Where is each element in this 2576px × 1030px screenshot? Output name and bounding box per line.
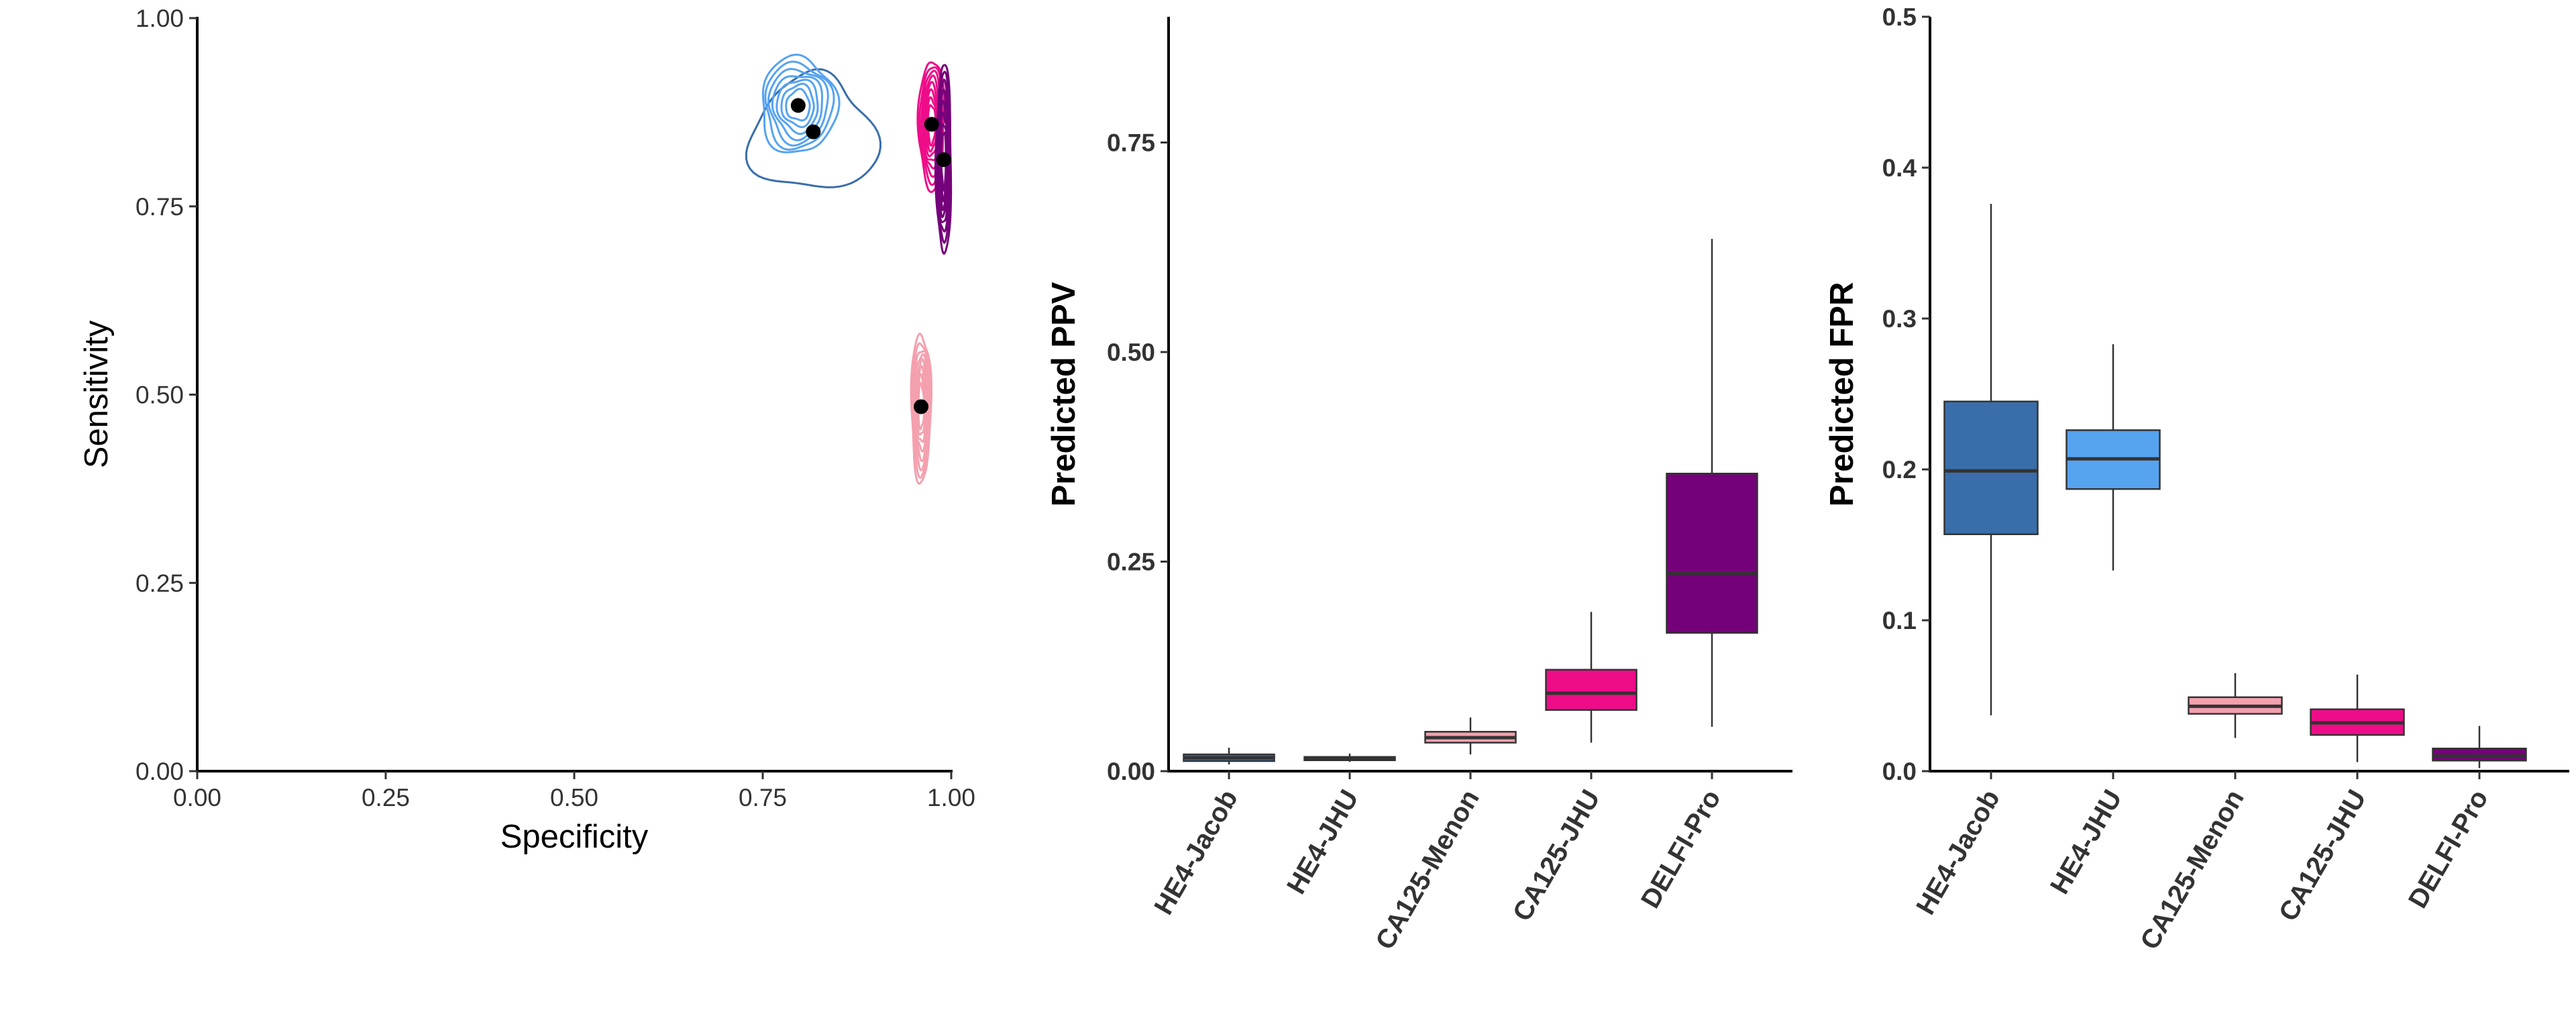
contour-ring: [934, 64, 953, 255]
x-tick-label: HE4-Jacob: [1911, 785, 2005, 920]
fpr-boxplot-panel: 0.00.10.20.30.40.5 HE4-Jacob HE4-JHU CA125…: [1824, 3, 2569, 954]
box-he4-jhu: [2065, 344, 2161, 571]
contour-ring: [785, 88, 811, 122]
contour-ring: [745, 68, 882, 188]
x-tick-label: 0.00: [173, 784, 221, 811]
x-axis-ticks: 0.00 0.25 0.50 0.75 1.00: [173, 771, 975, 811]
x-tick-label: 0.25: [362, 784, 410, 811]
density-contours: [745, 54, 953, 485]
y-tick-label: 0.00: [136, 758, 184, 785]
x-tick-label: HE4-JHU: [2045, 785, 2128, 899]
sens-spec-scatter-panel: 0.00 0.25 0.50 0.75 1.00 0.00 0.25 0.50 0.75 1.0…: [78, 5, 975, 855]
x-tick-label: CA125-JHU: [1507, 785, 1606, 927]
point-he4-jacob: [806, 124, 821, 139]
y-axis-ticks: 0.00 0.25 0.50 0.75 1.00: [136, 5, 197, 785]
x-tick-label: CA125-Menon: [1370, 785, 1485, 955]
x-tick-label: CA125-JHU: [2273, 785, 2372, 927]
y-axis-title: Sensitivity: [78, 320, 115, 468]
y-axis-title: Predicted FPR: [1824, 282, 1860, 507]
box-delfi-pro: [2432, 726, 2527, 768]
y-tick-label: 0.50: [136, 382, 184, 409]
y-tick-label: 1.00: [136, 5, 184, 32]
x-axis-title: Specificity: [500, 819, 649, 855]
y-tick-label: 0.3: [1882, 305, 1917, 333]
point-estimates: [790, 98, 951, 414]
x-tick-label: 0.50: [550, 784, 598, 811]
box-iqr: [1666, 473, 1758, 634]
y-tick-label: 0.1: [1882, 607, 1917, 634]
point-ca125-jhu: [924, 117, 939, 132]
y-axis-ticks: 0.0 0.1 0.2 0.3 0.4 0.5: [1882, 3, 1930, 785]
box-delfi-pro: [1666, 239, 1758, 727]
y-tick-label: 0.2: [1882, 456, 1917, 483]
x-axis-ticks: HE4-Jacob HE4-JHU CA125-Menon CA125-JHU DELF…: [1911, 771, 2494, 955]
ppv-boxplot-panel: 0.00 0.25 0.50 0.75 HE4-Jacob HE4-JHU CA125-M…: [1046, 17, 1792, 954]
x-tick-label: CA125-Menon: [2135, 785, 2249, 955]
y-tick-label: 0.75: [136, 193, 184, 221]
point-delfi-pro: [936, 152, 951, 168]
x-tick-label: DELFI-Pro: [2403, 785, 2494, 913]
box-ca125-menon: [1424, 718, 1517, 754]
fpr-boxes: [1943, 204, 2527, 768]
y-tick-label: 0.5: [1882, 3, 1917, 31]
contour-ring: [764, 60, 835, 151]
x-tick-label: DELFI-Pro: [1635, 785, 1727, 913]
box-ca125-menon: [2188, 673, 2283, 738]
box-ca125-jhu: [2310, 675, 2405, 762]
y-tick-label: 0.50: [1107, 339, 1155, 366]
ppv-boxes: [1183, 239, 1758, 764]
contour-ring: [911, 349, 930, 471]
point-ca125-menon: [914, 399, 929, 414]
box-he4-jacob: [1183, 748, 1275, 764]
x-tick-label: HE4-JHU: [1281, 785, 1364, 899]
y-axis-ticks: 0.00 0.25 0.50 0.75: [1107, 129, 1169, 785]
y-tick-label: 0.25: [1107, 549, 1155, 576]
y-tick-label: 0.0: [1882, 758, 1917, 785]
box-iqr: [1943, 400, 2039, 535]
y-axis-title: Predicted PPV: [1046, 282, 1082, 506]
contour-ring: [780, 82, 815, 129]
x-tick-label: HE4-Jacob: [1148, 785, 1243, 920]
x-axis-ticks: HE4-Jacob HE4-JHU CA125-Menon CA125-JHU DELF…: [1148, 771, 1727, 955]
box-ca125-jhu: [1545, 612, 1638, 743]
box-he4-jacob: [1943, 204, 2039, 716]
x-tick-label: 0.75: [739, 784, 787, 811]
box-he4-jhu: [1303, 753, 1396, 762]
y-tick-label: 0.00: [1107, 758, 1155, 785]
x-tick-label: 1.00: [927, 784, 975, 811]
y-tick-label: 0.25: [136, 569, 184, 597]
contour-he4-jacob: [745, 68, 882, 188]
box-iqr: [1545, 669, 1638, 711]
y-tick-label: 0.4: [1882, 154, 1917, 182]
contour-ring: [761, 54, 841, 154]
point-he4-jhu: [790, 98, 806, 113]
y-tick-label: 0.75: [1107, 129, 1155, 157]
